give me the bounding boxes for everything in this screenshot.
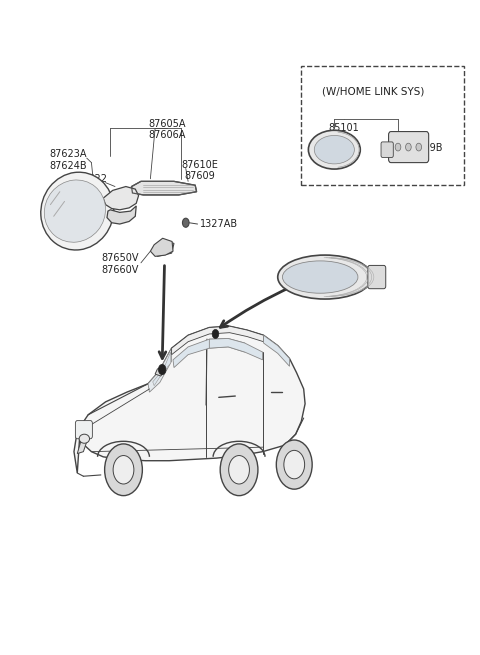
- Polygon shape: [173, 339, 245, 367]
- Text: 87612: 87612: [76, 185, 107, 195]
- FancyBboxPatch shape: [389, 132, 429, 162]
- Circle shape: [182, 218, 189, 227]
- Ellipse shape: [278, 255, 372, 299]
- Ellipse shape: [314, 136, 354, 164]
- Polygon shape: [132, 181, 197, 195]
- Text: 87650V: 87650V: [101, 253, 138, 263]
- FancyBboxPatch shape: [75, 421, 92, 439]
- Polygon shape: [103, 187, 139, 210]
- Text: (W/HOME LINK SYS): (W/HOME LINK SYS): [322, 86, 424, 96]
- Polygon shape: [172, 326, 264, 354]
- Text: 87609B: 87609B: [405, 143, 443, 153]
- Bar: [301, 66, 464, 185]
- Circle shape: [276, 440, 312, 489]
- Circle shape: [105, 444, 143, 496]
- Text: 87622: 87622: [76, 174, 107, 184]
- Text: 1327AB: 1327AB: [200, 219, 238, 229]
- Text: 87624B: 87624B: [49, 161, 87, 171]
- Polygon shape: [153, 240, 174, 256]
- Circle shape: [220, 444, 258, 496]
- Circle shape: [395, 143, 401, 151]
- Polygon shape: [209, 339, 263, 360]
- Ellipse shape: [41, 172, 114, 250]
- Polygon shape: [153, 352, 171, 386]
- Polygon shape: [150, 238, 173, 256]
- Ellipse shape: [282, 261, 358, 293]
- Text: 85101: 85101: [317, 259, 348, 269]
- Text: 85101: 85101: [328, 123, 359, 134]
- FancyBboxPatch shape: [368, 265, 386, 289]
- Circle shape: [406, 143, 411, 151]
- Polygon shape: [107, 206, 136, 224]
- FancyBboxPatch shape: [381, 142, 393, 157]
- Circle shape: [158, 364, 166, 375]
- Text: 87609: 87609: [184, 171, 216, 181]
- Text: 87605A: 87605A: [148, 119, 186, 129]
- Text: 87623A: 87623A: [49, 149, 86, 159]
- Text: 87660V: 87660V: [101, 265, 138, 275]
- Polygon shape: [264, 335, 289, 366]
- Circle shape: [416, 143, 421, 151]
- Circle shape: [113, 455, 134, 484]
- Text: 87610E: 87610E: [181, 160, 218, 170]
- Polygon shape: [77, 428, 89, 454]
- Ellipse shape: [79, 434, 90, 443]
- Polygon shape: [74, 326, 305, 473]
- Circle shape: [212, 329, 219, 339]
- Ellipse shape: [44, 180, 106, 242]
- Polygon shape: [148, 348, 172, 392]
- Circle shape: [284, 451, 305, 479]
- Text: 87606A: 87606A: [148, 130, 186, 140]
- Polygon shape: [155, 367, 165, 376]
- Circle shape: [228, 455, 250, 484]
- Ellipse shape: [308, 130, 360, 169]
